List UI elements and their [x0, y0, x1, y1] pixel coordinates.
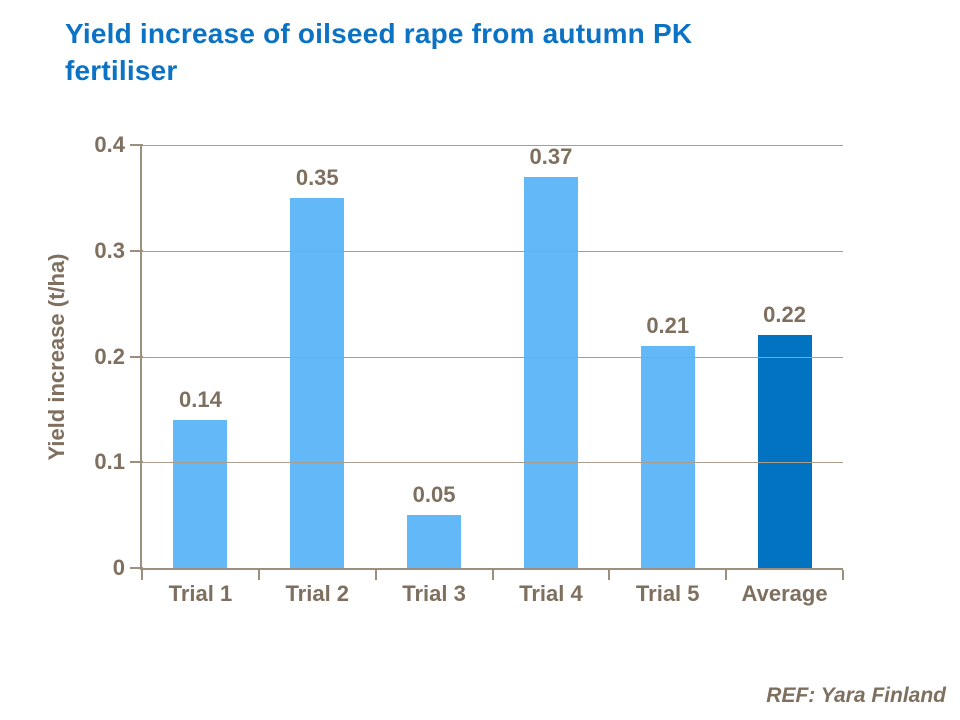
bar-trial-4 [523, 176, 578, 568]
bars-row: 0.14 0.35 0.05 0.37 0.21 0.22 [142, 143, 843, 568]
bar-value-label: 0.35 [295, 164, 339, 190]
x-category-label: Average [741, 581, 828, 606]
y-tick-label: 0.3 [94, 237, 125, 263]
bar-value-label: 0.21 [646, 312, 690, 338]
y-tick-label: 0.1 [94, 449, 125, 475]
y-axis-tick [130, 461, 143, 464]
x-axis-tick [842, 570, 844, 580]
gridline [142, 250, 843, 252]
gridline [142, 462, 843, 464]
y-tick-labels: 0 0.1 0.2 0.3 0.4 [62, 132, 125, 580]
bar-slot: 0.21 [609, 145, 726, 568]
y-axis-tick [130, 355, 143, 358]
bar-slot: 0.35 [259, 145, 376, 568]
y-axis-tick [130, 567, 143, 569]
bar-trial-5 [640, 345, 695, 568]
bar-trial-2 [290, 197, 345, 568]
gridline [142, 356, 843, 358]
x-category-label: Trial 1 [168, 581, 233, 606]
x-axis-tick [374, 570, 377, 580]
y-tick-label: 0 [112, 555, 125, 580]
bar-value-label: 0.37 [529, 143, 573, 169]
bar-average [757, 335, 812, 568]
x-category-label: Trial 4 [519, 581, 583, 606]
bar-slot: 0.37 [492, 143, 609, 568]
y-axis-tick [130, 144, 143, 146]
x-axis-tick [491, 570, 494, 580]
chart-title: Yield increase of oilseed rape from autu… [65, 18, 693, 86]
y-tick-label: 0.2 [94, 343, 125, 369]
x-category-label: Trial 3 [402, 581, 466, 606]
bar-slot: 0.22 [726, 145, 843, 568]
x-category-labels: Trial 1 Trial 2 Trial 3 Trial 4 Trial 5 Avera… [142, 581, 843, 607]
y-tick-label: 0.4 [94, 132, 125, 157]
bar-slot: 0.14 [142, 145, 259, 568]
x-category-label: Trial 5 [635, 581, 700, 606]
bar-value-label: 0.14 [179, 386, 222, 412]
y-axis-tick [130, 249, 143, 252]
bar-value-label: 0.05 [412, 482, 456, 508]
x-axis-tick [725, 570, 728, 580]
x-category-label: Trial 2 [285, 581, 350, 606]
plot-area: 0 0.1 0.2 0.3 0.4 0.14 0.35 0.05 0.37 0.21 0.22 T… [94, 132, 844, 606]
x-axis-tick [257, 570, 260, 580]
gridline [142, 145, 843, 146]
bar-value-label: 0.22 [763, 302, 806, 328]
source-reference: REF: Yara Finland [766, 684, 946, 707]
bar-slot: 0.05 [376, 145, 493, 568]
bar-trial-1 [173, 419, 228, 568]
x-axis-tick [608, 570, 611, 580]
bar-trial-3 [407, 515, 462, 568]
x-axis-tick [141, 570, 143, 580]
